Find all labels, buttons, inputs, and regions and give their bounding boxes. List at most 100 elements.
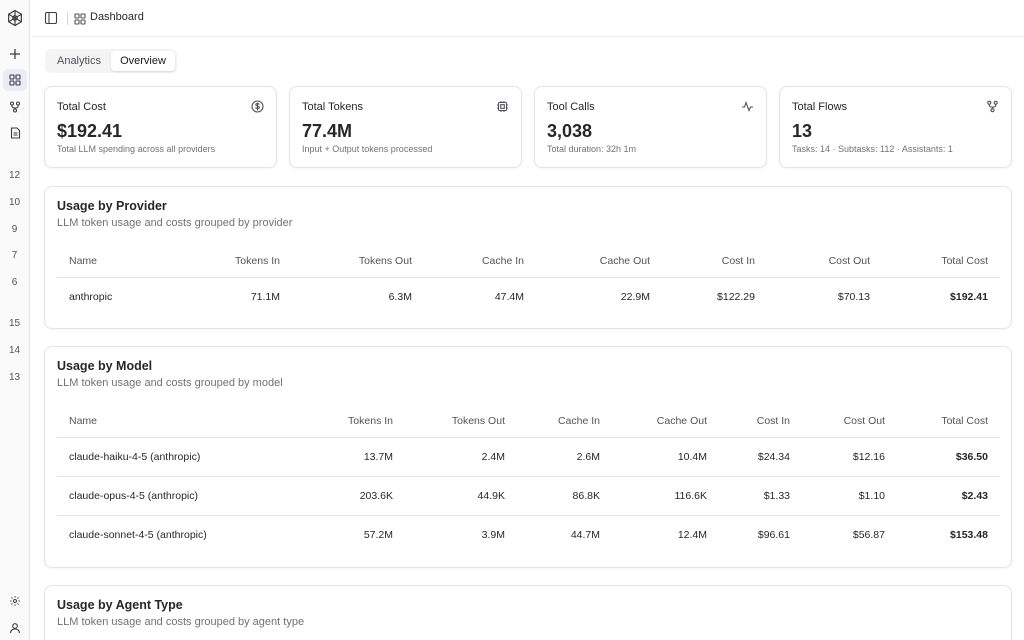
column-header[interactable]: Cost In (662, 245, 767, 278)
cell-tokens-in: 13.7M (303, 437, 405, 477)
column-header[interactable]: Cache Out (612, 405, 719, 438)
sidebar-flow-item[interactable]: 15 (8, 318, 21, 329)
table-header-row: Name Tokens In Tokens Out Cache In Cache… (57, 405, 1000, 438)
stat-label: Tool Calls (547, 101, 595, 113)
stat-value: 77.4M (302, 121, 353, 141)
cell-tokens-out: 6.3M (388, 290, 412, 303)
column-header[interactable]: Cost Out (802, 405, 897, 438)
tab-analytics[interactable]: Analytics (56, 55, 102, 67)
stat-card-total-tokens: Total Tokens 77.4M Input + Output tokens… (289, 86, 522, 168)
stat-label: Total Flows (792, 101, 848, 113)
sidebar-flow-item[interactable]: 10 (8, 197, 21, 208)
column-header[interactable]: Tokens Out (292, 245, 424, 278)
cell-name: claude-haiku-4-5 (anthropic) (57, 437, 303, 477)
column-header[interactable]: Cost In (719, 405, 802, 438)
cell-cache-in: 2.6M (517, 437, 612, 477)
sidebar-flow-item[interactable]: 13 (8, 372, 21, 383)
cell-name: claude-opus-4-5 (anthropic) (57, 476, 303, 516)
cell-cache-out: 22.9M (620, 290, 650, 303)
new-flow-plus-icon[interactable] (3, 43, 27, 65)
app-logo-icon[interactable] (4, 7, 26, 29)
stat-value: 13 (792, 121, 813, 141)
flows-fork-icon[interactable] (3, 96, 27, 118)
stat-value: 3,038 (547, 121, 593, 141)
git-fork-icon (986, 100, 999, 113)
table-row: claude-opus-4-5 (anthropic) 203.6K 44.9K… (57, 476, 1000, 516)
column-header[interactable]: Tokens Out (405, 405, 517, 438)
cell-cache-in: 44.7M (570, 528, 600, 541)
cell-cost-in: $24.34 (719, 437, 802, 477)
stat-card-total-flows: Total Flows 13 Tasks: 14 · Subtasks: 112… (779, 86, 1012, 168)
cell-cost-out: $70.13 (837, 290, 870, 303)
cell-tokens-in: 71.1M (250, 290, 280, 303)
cell-cost-out: $56.87 (852, 528, 885, 541)
tab-overview[interactable]: Overview (111, 51, 175, 71)
settings-gear-icon[interactable] (3, 590, 27, 612)
sidebar: 12 10 9 7 6 15 14 13 (0, 0, 30, 640)
sidebar-toggle-icon[interactable] (44, 11, 58, 25)
section-subtitle: LLM token usage and costs grouped by age… (57, 616, 305, 628)
cell-tokens-in: 203.6K (303, 476, 405, 516)
column-header[interactable]: Tokens In (167, 245, 292, 278)
cell-cache-out: 10.4M (612, 437, 719, 477)
stat-description: Total LLM spending across all providers (57, 144, 216, 154)
cpu-icon (496, 100, 509, 113)
stat-description: Input + Output tokens processed (302, 144, 433, 154)
cell-cache-out: 12.4M (677, 528, 707, 541)
stat-label: Total Tokens (302, 101, 363, 113)
cell-cache-in: 47.4M (494, 290, 524, 303)
cell-cost-out: $1.10 (802, 476, 897, 516)
cell-cost-out: $12.16 (802, 437, 897, 477)
column-header[interactable]: Name (57, 245, 167, 278)
column-header[interactable]: Cost Out (767, 245, 882, 278)
column-header[interactable]: Cache In (424, 245, 536, 278)
column-header[interactable]: Cache Out (536, 245, 662, 278)
stat-description: Tasks: 14 · Subtasks: 112 · Assistants: … (792, 144, 953, 154)
cell-cost-in: $1.33 (719, 476, 802, 516)
stat-card-tool-calls: Tool Calls 3,038 Total duration: 32h 1m (534, 86, 767, 168)
usage-by-provider-card: Usage by Provider LLM token usage and co… (44, 186, 1012, 329)
column-header[interactable]: Total Cost (897, 405, 1000, 438)
cell-total-cost: $153.48 (950, 528, 988, 541)
column-header[interactable]: Cache In (517, 405, 612, 438)
dollar-icon (251, 100, 264, 113)
cell-tokens-in: 57.2M (363, 528, 393, 541)
cell-total-cost: $192.41 (950, 290, 988, 303)
sidebar-flow-item[interactable]: 9 (11, 224, 18, 235)
sidebar-flow-item[interactable]: 7 (11, 250, 18, 261)
column-header[interactable]: Name (57, 405, 303, 438)
stat-label: Total Cost (57, 101, 106, 113)
cell-cost-in: $96.61 (757, 528, 790, 541)
cell-cost-in: $122.29 (717, 290, 755, 303)
header-divider (67, 12, 68, 25)
column-header[interactable]: Total Cost (882, 245, 1000, 278)
cell-name: anthropic (69, 290, 113, 303)
page-title: Dashboard (90, 11, 144, 23)
sidebar-flow-item[interactable]: 6 (11, 277, 18, 288)
dashboard-icon[interactable] (3, 69, 27, 91)
cell-total-cost: $2.43 (897, 476, 1000, 516)
activity-icon (741, 100, 754, 113)
section-title: Usage by Agent Type (57, 598, 183, 612)
provider-usage-table: Name Tokens In Tokens Out Cache In Cache… (57, 245, 1000, 316)
table-row: claude-haiku-4-5 (anthropic) 13.7M 2.4M … (57, 437, 1000, 477)
document-icon[interactable] (3, 122, 27, 144)
section-title: Usage by Model (57, 359, 153, 373)
cell-tokens-out: 2.4M (405, 437, 517, 477)
cell-tokens-out: 3.9M (481, 528, 505, 541)
dashboard-breadcrumb-icon (74, 12, 86, 25)
sidebar-flow-item[interactable]: 14 (8, 345, 21, 356)
table-row: anthropic 71.1M 6.3M 47.4M 22.9M $122.29… (57, 277, 1000, 316)
section-subtitle: LLM token usage and costs grouped by pro… (57, 217, 293, 229)
cell-cache-out: 116.6K (612, 476, 719, 516)
table-row: claude-sonnet-4-5 (anthropic) 57.2M 3.9M… (57, 515, 1000, 554)
column-header[interactable]: Tokens In (303, 405, 405, 438)
cell-tokens-out: 44.9K (405, 476, 517, 516)
cell-name: claude-sonnet-4-5 (anthropic) (69, 528, 207, 541)
stat-card-total-cost: Total Cost $192.41 Total LLM spending ac… (44, 86, 277, 168)
user-profile-icon[interactable] (3, 617, 27, 639)
sidebar-flow-item[interactable]: 12 (8, 170, 21, 181)
cell-cache-in: 86.8K (517, 476, 612, 516)
section-subtitle: LLM token usage and costs grouped by mod… (57, 377, 283, 389)
model-usage-table: Name Tokens In Tokens Out Cache In Cache… (57, 405, 1000, 554)
